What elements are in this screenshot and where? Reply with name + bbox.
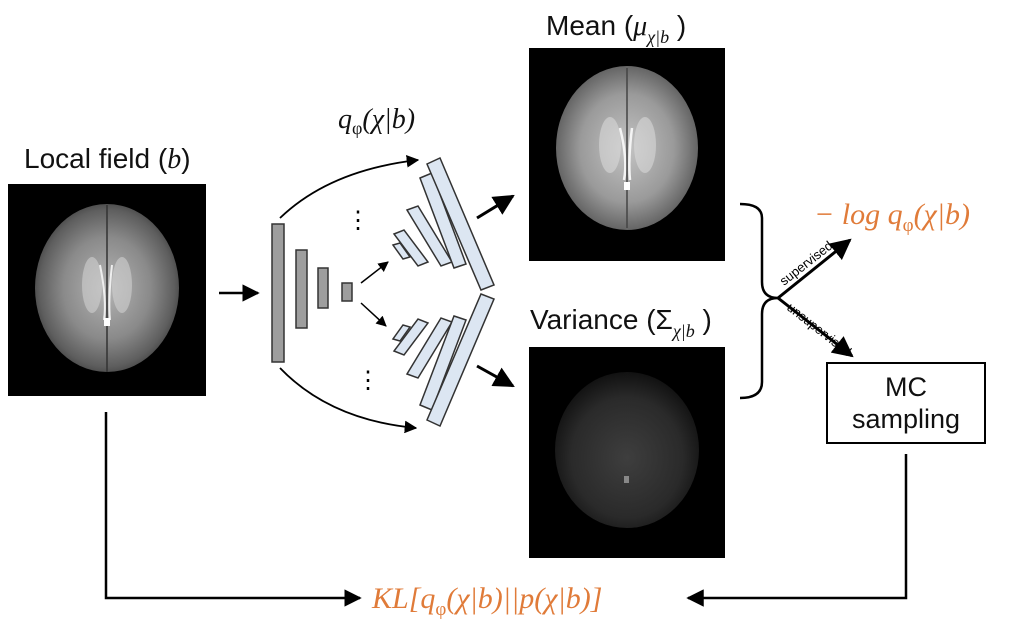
encoder-label: qφ(χ|b): [338, 104, 416, 138]
mc-sampling-line1: MC: [885, 372, 927, 402]
variance-decoder-bars: [391, 293, 495, 428]
variance-label-sigma: Σ: [655, 304, 673, 335]
variance-label-text: Variance (: [530, 304, 656, 335]
kl-text-pre: KL[q: [372, 582, 436, 615]
unsupervised-label: unsupervised: [784, 300, 854, 359]
to-variance-arrow: [476, 364, 515, 388]
neg-log-likelihood-label: − log qφ(χ|b): [814, 198, 970, 236]
mean-decoder-bars: [391, 156, 495, 291]
mc-to-kl-arrow: [686, 454, 908, 607]
latent-to-mean-arrow: [360, 261, 389, 284]
mean-label: Mean (μχ|b ): [546, 10, 687, 47]
encoder-bar-4: [341, 282, 353, 302]
latent-to-variance-arrow: [360, 302, 387, 327]
mean-label-sub: χ|b: [647, 27, 670, 47]
supervised-branch-arrow: [777, 238, 852, 300]
kl-text-post: (χ|b)||p(χ|b)]: [446, 582, 603, 615]
mean-label-mu: μ: [633, 11, 648, 42]
mean-decoder-bar-5: [426, 156, 495, 291]
skip-curve-bottom: [279, 367, 418, 434]
mean-label-text: Mean (: [546, 10, 634, 41]
encoder-label-args: (χ|b): [362, 104, 416, 135]
variance-decoder-bar-1: [391, 324, 412, 342]
variance-label: Variance (Σχ|b ): [530, 304, 712, 341]
to-mean-arrow: [476, 194, 515, 220]
encoder-bars: [271, 223, 353, 363]
encoder-bar-3: [317, 267, 329, 309]
input-label: Local field (b): [24, 143, 191, 176]
mean-decoder-bar-2: [392, 229, 430, 267]
encoder-label-phi: φ: [352, 118, 363, 138]
kl-phi: φ: [435, 599, 447, 620]
output-bracket: [739, 202, 779, 400]
ellipsis-bottom: ⋮: [356, 367, 380, 394]
mean-decoder-bar-1: [391, 242, 412, 260]
unsupervised-branch-arrow: [777, 296, 854, 358]
skip-curve-top: [279, 155, 420, 219]
supervised-label: supervised: [777, 238, 836, 289]
variance-decoder-bar-4: [419, 315, 467, 411]
variance-decoder-bar-2: [392, 318, 430, 356]
encoder-bar-2: [295, 249, 308, 329]
nll-phi: φ: [902, 215, 914, 236]
variance-label-sub: χ|b: [672, 321, 695, 341]
mean-label-close: ): [669, 10, 687, 41]
nll-text-post: (χ|b): [913, 198, 970, 231]
mc-sampling-line2: sampling: [851, 404, 961, 434]
kl-divergence-label: KL[qφ(χ|b)||p(χ|b)]: [372, 582, 603, 620]
input-label-text: Local field (: [24, 143, 168, 174]
mean-decoder-bar-4: [419, 172, 467, 269]
nll-text-pre: − log q: [814, 198, 903, 231]
variance-brain: [555, 372, 699, 528]
ellipsis-top: ⋮: [346, 207, 370, 234]
variance-label-close: ): [694, 304, 712, 335]
input-label-close: ): [181, 143, 191, 174]
input-to-kl-arrow: [104, 412, 362, 607]
encoder-bar-1: [271, 223, 285, 363]
input-label-var: b: [167, 144, 182, 175]
variance-decoder-bar-5: [426, 293, 495, 428]
encoder-label-q: q: [338, 104, 352, 135]
mc-sampling-box: MC sampling: [826, 362, 986, 444]
